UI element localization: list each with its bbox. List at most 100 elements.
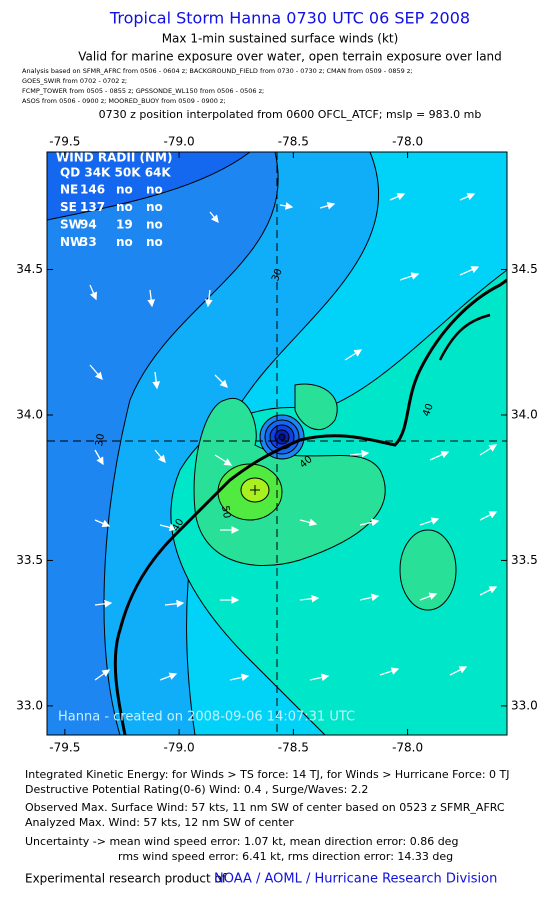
- wind-vector: [214, 454, 233, 466]
- wind-vector: [159, 672, 178, 681]
- wind-vector: [214, 374, 228, 388]
- radii-cell: no: [146, 183, 163, 197]
- wind-vector: [154, 449, 166, 463]
- x-tick-label: -78.0: [392, 741, 423, 755]
- radii-cell: SE: [60, 200, 77, 214]
- field-region: [399, 529, 457, 611]
- wind-vector: [209, 211, 219, 224]
- wind-vector: [359, 593, 380, 602]
- wind-vector: [449, 666, 468, 676]
- contour-label: 50: [219, 505, 232, 519]
- source-line: GOES_SWIR from 0702 - 0702 z;: [22, 77, 127, 85]
- wind-vector: [94, 449, 104, 466]
- contour-label: 40: [421, 402, 436, 418]
- x-tick-label: -78.0: [392, 135, 423, 149]
- wind-vector: [419, 592, 438, 601]
- radii-cell: 146: [80, 183, 105, 197]
- wind-vector: [379, 667, 400, 676]
- wind-vector: [479, 444, 498, 456]
- wind-vector: [164, 599, 185, 608]
- wind-vector: [389, 192, 406, 201]
- wind-vector: [479, 586, 498, 596]
- radii-cell: 94: [80, 218, 97, 232]
- y-tick-label: 34.5: [16, 262, 43, 276]
- y-tick-label: 34.5: [511, 262, 538, 276]
- x-tick-label: -79.0: [164, 135, 195, 149]
- footer-line: rms wind speed error: 6.41 kt, rms direc…: [118, 850, 453, 863]
- wind-vector: [299, 518, 318, 527]
- wind-vector: [399, 272, 420, 281]
- radii-cell: SW: [60, 218, 82, 232]
- contour-label: 30: [270, 267, 285, 283]
- title: Tropical Storm Hanna 0730 UTC 06 SEP 200…: [109, 9, 470, 28]
- radii-cell: no: [116, 183, 133, 197]
- radii-title: WIND RADII (NM): [56, 151, 172, 165]
- footer-line: Integrated Kinetic Energy: for Winds > T…: [25, 768, 510, 781]
- radii-cell: no: [116, 200, 133, 214]
- footer-line: Destructive Potential Rating(0-6) Wind: …: [25, 783, 368, 796]
- x-tick-label: -79.5: [49, 135, 80, 149]
- radii-header: QD 34K 50K 64K: [60, 166, 171, 180]
- wind-vector: [147, 289, 156, 308]
- product-link[interactable]: NOAA / AOML / Hurricane Research Divisio…: [214, 872, 497, 887]
- wind-vector: [89, 284, 98, 301]
- radii-cell: 33: [80, 235, 97, 249]
- y-tick-label: 33.0: [16, 698, 43, 712]
- credit: Hanna - created on 2008-09-06 14:07:31 U…: [58, 710, 355, 725]
- x-tick-label: -79.5: [49, 741, 80, 755]
- wind-vector: [279, 202, 294, 210]
- source-line: FCMP_TOWER from 0505 - 0855 z; GPSSONDE_…: [22, 87, 264, 95]
- radii-cell: 137: [80, 200, 105, 214]
- y-tick-label: 34.0: [16, 407, 43, 421]
- wind-vector: [229, 673, 250, 682]
- wind-vector: [152, 371, 161, 390]
- y-tick-label: 34.0: [511, 407, 538, 421]
- coastline: [113, 278, 507, 735]
- wind-vector: [479, 511, 498, 521]
- x-tick-label: -78.5: [278, 741, 309, 755]
- axes: -79.5 -79.5 -79.0 -79.0 -78.5 -78.5 -78.0 -78.0…: [16, 135, 537, 755]
- wind-vector: [94, 669, 111, 681]
- footer: Integrated Kinetic Energy: for Winds > T…: [25, 768, 510, 887]
- wind-vector: [309, 673, 330, 682]
- wind-vector: [459, 192, 476, 201]
- radii-cell: NE: [60, 183, 78, 197]
- wind-vector: [429, 451, 450, 461]
- plot-frame: [46, 151, 508, 736]
- wind-vector: [419, 517, 440, 526]
- product-note: Experimental research product of: [25, 872, 227, 886]
- source-line: ASOS from 0506 - 0900 z; MOORED_BUOY fro…: [22, 97, 226, 105]
- max-wind-marker: [250, 485, 260, 495]
- contour-label: 30: [94, 433, 107, 447]
- wind-vector: [89, 364, 103, 380]
- radii-cell: 19: [116, 218, 133, 232]
- wind-vector: [204, 289, 213, 308]
- footer-line: Observed Max. Surface Wind: 57 kts, 11 n…: [25, 801, 505, 814]
- y-tick-label: 33.5: [511, 553, 538, 567]
- footer-line: Uncertainty -> mean wind speed error: 1.…: [25, 835, 458, 848]
- radii-cell: no: [146, 235, 163, 249]
- wind-radii-box: WIND RADII (NM) QD 34K 50K 64K NE 146 no no…: [56, 151, 172, 249]
- radii-cell: NW: [60, 235, 83, 249]
- subtitle: Max 1-min sustained surface winds (kt): [162, 32, 399, 46]
- wind-vector: [94, 519, 111, 528]
- wind-vector: [349, 449, 370, 458]
- radii-cell: no: [116, 235, 133, 249]
- source-line: Analysis based on SFMR_AFRC from 0506 - …: [22, 67, 412, 75]
- wind-vector: [344, 349, 363, 361]
- field-region: [47, 152, 251, 221]
- footer-line: Analyzed Max. Wind: 57 kts, 12 nm SW of …: [25, 816, 294, 829]
- eye-ring: [278, 433, 286, 441]
- x-tick-label: -78.5: [278, 135, 309, 149]
- coastline: [438, 313, 491, 361]
- wind-vectors: [89, 192, 498, 682]
- field-region: [294, 383, 338, 431]
- wind-vector: [94, 599, 113, 608]
- validity: Valid for marine exposure over water, op…: [78, 50, 502, 64]
- radii-cell: no: [146, 218, 163, 232]
- position-note: 0730 z position interpolated from 0600 O…: [99, 108, 482, 121]
- y-tick-label: 33.0: [511, 698, 538, 712]
- y-tick-label: 33.5: [16, 553, 43, 567]
